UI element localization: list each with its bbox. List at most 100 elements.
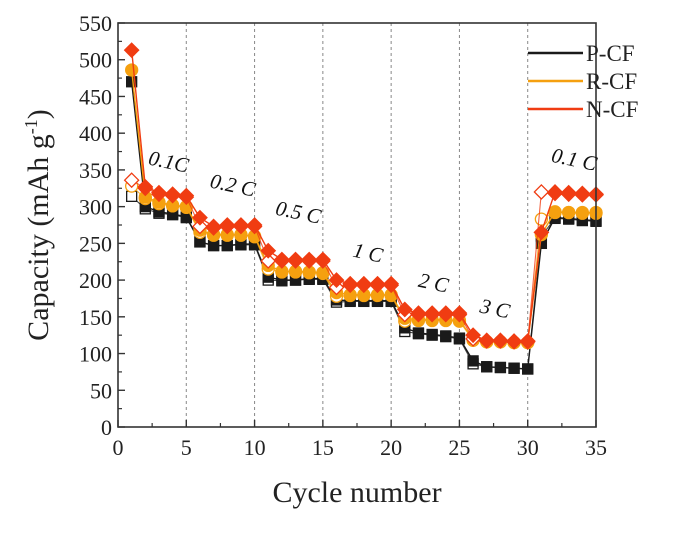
- discharge-point: [548, 205, 562, 219]
- y-tick-label: 400: [79, 121, 112, 146]
- y-tick-label: 450: [79, 84, 112, 109]
- discharge-point: [465, 327, 482, 344]
- discharge-point: [494, 361, 507, 374]
- discharge-point: [508, 362, 520, 374]
- charge-point: [533, 184, 550, 200]
- y-tick-label: 350: [79, 158, 112, 183]
- y-tick-label: 300: [79, 195, 112, 220]
- discharge-point: [221, 239, 233, 252]
- rate-label: 1 C: [351, 238, 386, 268]
- discharge-point: [467, 355, 479, 367]
- discharge-point: [560, 184, 577, 201]
- charge-point: [126, 190, 138, 203]
- discharge-point: [164, 186, 181, 203]
- y-tick-label: 500: [79, 48, 112, 73]
- charge-point: [192, 218, 208, 235]
- x-tick-label: 30: [517, 435, 539, 460]
- discharge-point: [246, 217, 263, 233]
- y-axis-title-superscript: -1: [21, 119, 41, 134]
- discharge-point: [314, 251, 331, 268]
- discharge-point: [562, 205, 576, 220]
- discharge-point: [205, 218, 222, 235]
- y-tick-label: 550: [79, 11, 112, 36]
- discharge-point: [232, 217, 249, 233]
- rate-label: 0.2 C: [208, 169, 258, 202]
- y-tick-label: 150: [79, 305, 112, 330]
- discharge-point: [506, 333, 522, 349]
- charge-point: [123, 172, 140, 189]
- legend-item-r-cf: R-CF: [528, 69, 637, 94]
- discharge-point: [178, 187, 195, 204]
- discharge-point: [492, 332, 509, 349]
- discharge-point: [207, 239, 220, 252]
- rate-label: 0.5 C: [274, 196, 324, 229]
- discharge-point: [126, 76, 138, 88]
- cycle-rate-divider-lines: [185, 23, 529, 427]
- discharge-point: [287, 251, 304, 268]
- discharge-point: [424, 305, 441, 322]
- x-tick-label: 20: [380, 435, 402, 460]
- y-tick-label: 100: [79, 342, 112, 367]
- discharge-point: [481, 361, 493, 373]
- rate-label: 0.1C: [146, 146, 191, 178]
- series-layer: [123, 42, 604, 375]
- y-axis-ticks: 0 50 100 150 200 250 300 350 400 450 500 550: [79, 11, 125, 440]
- x-tick-label: 5: [181, 435, 192, 460]
- discharge-point: [192, 209, 208, 226]
- x-axis-title: Cycle number: [272, 476, 441, 509]
- discharge-point: [369, 275, 386, 292]
- discharge-point: [451, 305, 468, 322]
- discharge-point: [453, 332, 466, 344]
- discharge-point: [410, 305, 427, 322]
- legend-label: N-CF: [586, 97, 638, 122]
- discharge-point: [151, 184, 167, 201]
- discharge-point: [125, 63, 139, 77]
- discharge-point: [478, 332, 495, 349]
- discharge-point: [123, 42, 140, 59]
- rate-label: 3 C: [477, 293, 513, 323]
- legend: P-CF R-CF N-CF: [528, 41, 638, 122]
- discharge-point: [574, 185, 591, 202]
- legend-item-p-cf: P-CF: [528, 41, 635, 66]
- discharge-point: [519, 333, 536, 349]
- discharge-point: [273, 251, 290, 268]
- discharge-point: [383, 275, 400, 292]
- discharge-point: [547, 184, 563, 200]
- y-tick-label: 200: [79, 268, 112, 293]
- rate-labels: 0.1C 0.2 C 0.5 C 1 C 2 C 3 C 0.1 C: [146, 143, 600, 324]
- discharge-point: [426, 328, 438, 341]
- x-axis-ticks: 0 5 10 15 20 25 30 35: [113, 420, 607, 460]
- y-tick-label: 0: [101, 415, 112, 440]
- discharge-point: [342, 275, 359, 292]
- legend-label: P-CF: [586, 41, 635, 66]
- y-axis-title-close: ): [22, 109, 55, 119]
- x-tick-label: 15: [312, 435, 334, 460]
- discharge-point: [328, 272, 345, 289]
- y-tick-label: 250: [79, 231, 112, 256]
- discharge-point: [575, 205, 589, 220]
- discharge-point: [260, 242, 277, 259]
- discharge-point: [437, 305, 454, 322]
- discharge-point: [533, 224, 550, 241]
- discharge-point: [219, 217, 236, 233]
- rate-label: 2 C: [417, 268, 452, 298]
- rate-label: 0.1 C: [549, 143, 599, 176]
- discharge-point: [396, 301, 413, 318]
- y-axis-title: Capacity (mAh g-1): [21, 109, 55, 341]
- series-n-cf: [123, 42, 604, 350]
- y-tick-label: 50: [90, 378, 112, 403]
- charge-line: [131, 185, 596, 344]
- discharge-point: [522, 363, 534, 375]
- legend-item-n-cf: N-CF: [528, 97, 638, 122]
- x-tick-label: 0: [113, 435, 124, 460]
- charge-point: [260, 253, 277, 269]
- y-axis-title-main: Capacity (mAh g: [22, 134, 55, 341]
- x-tick-label: 25: [448, 435, 470, 460]
- discharge-point: [355, 275, 372, 292]
- legend-label: R-CF: [586, 69, 637, 94]
- discharge-point: [440, 330, 452, 342]
- discharge-point: [412, 327, 425, 339]
- x-tick-label: 35: [585, 435, 607, 460]
- x-tick-label: 10: [244, 435, 266, 460]
